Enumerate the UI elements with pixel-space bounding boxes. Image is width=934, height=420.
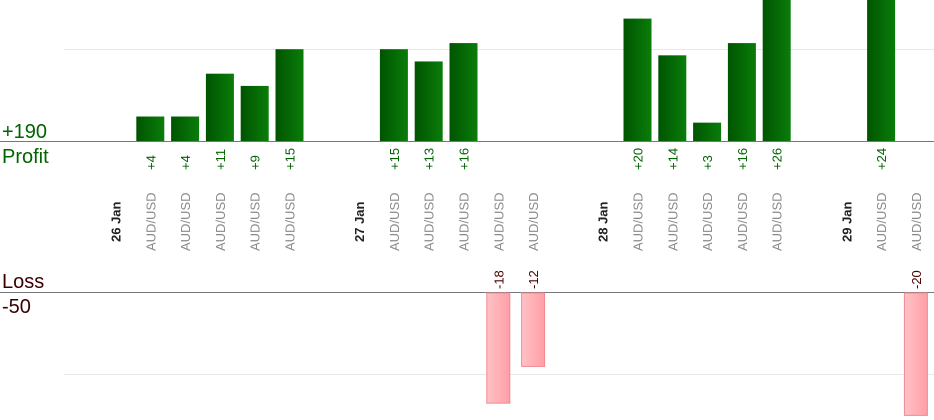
- date-label: 27 Jan: [352, 201, 367, 242]
- profit-bar: [136, 116, 165, 141]
- profit-value-label: +26: [770, 148, 785, 170]
- category-label: AUD/USD: [213, 192, 228, 251]
- profit-value-label: +15: [387, 148, 402, 170]
- profit-value-label: +11: [213, 149, 228, 170]
- date-label: 29 Jan: [839, 201, 854, 242]
- category-label: AUD/USD: [631, 192, 646, 251]
- profit-value-label: +4: [178, 155, 193, 170]
- category-label: AUD/USD: [491, 192, 506, 251]
- profit-bar: [693, 122, 722, 141]
- loss-bar: [486, 292, 511, 404]
- profit-label: Profit: [2, 146, 49, 168]
- profit-bar: [240, 85, 269, 141]
- chart-marks: 26 Jan AUD/USD +4 AUD/USD +4 AUD/USD +11 AUD/US…: [109, 0, 928, 416]
- profit-value-label: +16: [457, 148, 472, 170]
- category-label: AUD/USD: [178, 192, 193, 251]
- profit-bar: [727, 43, 756, 141]
- profit-bar: [449, 43, 478, 141]
- category-label: AUD/USD: [735, 192, 750, 251]
- category-label: AUD/USD: [387, 192, 402, 251]
- profit-bar: [762, 0, 791, 141]
- category-label: AUD/USD: [909, 192, 924, 251]
- profit-value-label: +24: [874, 148, 889, 170]
- category-label: AUD/USD: [283, 192, 298, 251]
- profit-value-label: +20: [631, 148, 646, 170]
- profit-value-label: +4: [143, 155, 158, 170]
- date-label: 28 Jan: [596, 201, 611, 242]
- category-label: AUD/USD: [422, 192, 437, 251]
- category-label: AUD/USD: [143, 192, 158, 251]
- profit-bar: [623, 18, 652, 142]
- loss-value-label: -20: [909, 270, 924, 289]
- category-label: AUD/USD: [874, 192, 889, 251]
- profit-value-label: +16: [735, 148, 750, 170]
- profit-bar: [379, 49, 408, 142]
- category-label: AUD/USD: [700, 192, 715, 251]
- profit-total: +190: [2, 121, 47, 143]
- category-label: AUD/USD: [526, 192, 541, 251]
- loss-value-label: -18: [491, 270, 506, 289]
- profit-bar: [205, 73, 234, 141]
- profit-value-label: +9: [248, 155, 263, 170]
- profit-bar: [414, 61, 443, 141]
- loss-label: Loss: [2, 271, 44, 293]
- profit-value-label: +15: [283, 148, 298, 170]
- category-label: AUD/USD: [248, 192, 263, 251]
- loss-value-label: -12: [526, 270, 541, 289]
- profit-bar: [275, 49, 304, 142]
- loss-bar: [903, 292, 928, 416]
- category-label: AUD/USD: [665, 192, 680, 251]
- category-label: AUD/USD: [770, 192, 785, 251]
- profit-value-label: +14: [665, 148, 680, 170]
- loss-bar: [521, 292, 546, 367]
- profit-bar: [658, 55, 687, 141]
- profit-bar: [171, 116, 200, 141]
- profit-bar: [867, 0, 896, 142]
- loss-total: -50: [2, 296, 31, 318]
- profit-value-label: +3: [700, 155, 715, 170]
- category-label: AUD/USD: [457, 192, 472, 251]
- profit-value-label: +13: [422, 148, 437, 170]
- date-label: 26 Jan: [109, 201, 124, 242]
